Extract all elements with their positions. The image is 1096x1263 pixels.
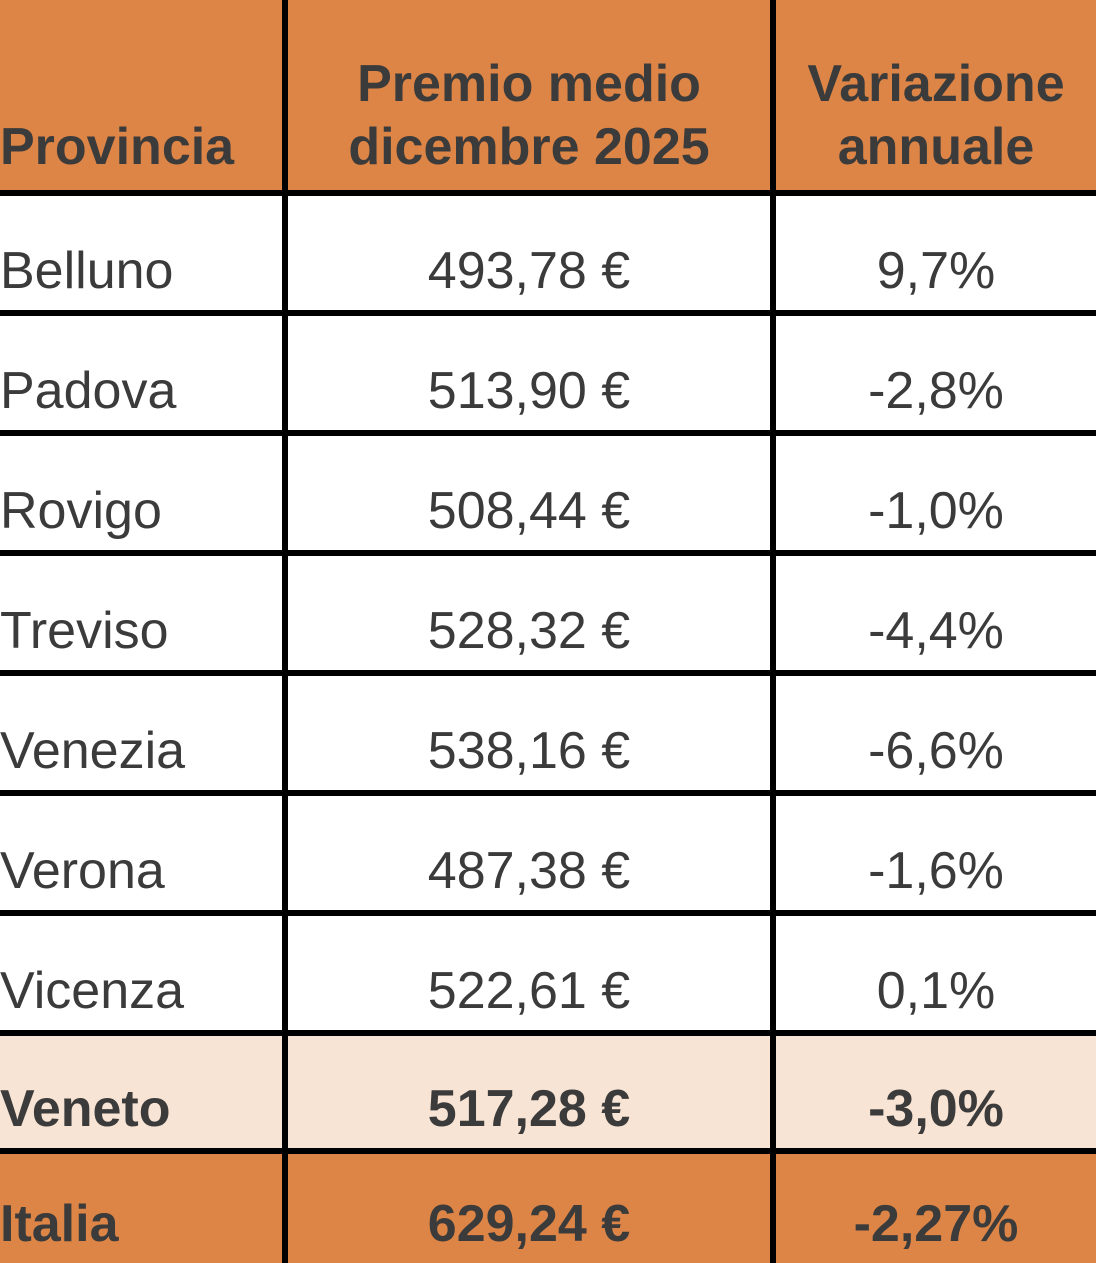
table-row-rovigo: Rovigo 508,44 € -1,0% [0,430,1096,556]
header-row: Provincia Premio medio dicembre 2025 Var… [0,0,1096,196]
cell-premio: 522,61 € [282,910,776,1036]
table-row-belluno: Belluno 493,78 € 9,7% [0,190,1096,316]
column-header-variazione-line2: annuale [837,117,1035,176]
cell-premio: 487,38 € [282,790,776,916]
cell-premio: 517,28 € [282,1030,776,1154]
table-row-vicenza: Vicenza 522,61 € 0,1% [0,910,1096,1036]
cell-provincia: Veneto [0,1030,288,1154]
cell-premio: 629,24 € [282,1148,776,1263]
cell-premio: 508,44 € [282,430,776,556]
column-header-premio-line1: Premio medio [357,55,701,114]
cell-variazione: 9,7% [770,190,1096,316]
table-row-padova: Padova 513,90 € -2,8% [0,310,1096,436]
cell-variazione: -1,6% [770,790,1096,916]
cell-provincia: Padova [0,310,288,436]
cell-premio: 513,90 € [282,310,776,436]
cell-provincia: Treviso [0,550,288,676]
column-header-variazione-line1: Variazione [807,55,1065,114]
table-row-treviso: Treviso 528,32 € -4,4% [0,550,1096,676]
cell-provincia: Rovigo [0,430,288,556]
cell-premio: 493,78 € [282,190,776,316]
table-row-verona: Verona 487,38 € -1,6% [0,790,1096,916]
column-header-premio-line2: dicembre 2025 [348,117,710,176]
table-row-italia-total: Italia 629,24 € -2,27% [0,1148,1096,1263]
cell-variazione: -2,27% [770,1148,1096,1263]
cell-variazione: -2,8% [770,310,1096,436]
cell-variazione: -4,4% [770,550,1096,676]
table-row-venezia: Venezia 538,16 € -6,6% [0,670,1096,796]
cell-provincia: Vicenza [0,910,288,1036]
cell-variazione: 0,1% [770,910,1096,1036]
column-header-variazione: Variazione annuale [770,0,1096,196]
cell-variazione: -3,0% [770,1030,1096,1154]
column-header-premio: Premio medio dicembre 2025 [282,0,776,196]
cell-variazione: -6,6% [770,670,1096,796]
cell-provincia: Verona [0,790,288,916]
cell-provincia: Venezia [0,670,288,796]
cell-premio: 538,16 € [282,670,776,796]
cell-premio: 528,32 € [282,550,776,676]
column-header-provincia: Provincia [0,0,288,196]
cell-provincia: Italia [0,1148,288,1263]
cell-provincia: Belluno [0,190,288,316]
cell-variazione: -1,0% [770,430,1096,556]
table-row-veneto-subtotal: Veneto 517,28 € -3,0% [0,1030,1096,1154]
